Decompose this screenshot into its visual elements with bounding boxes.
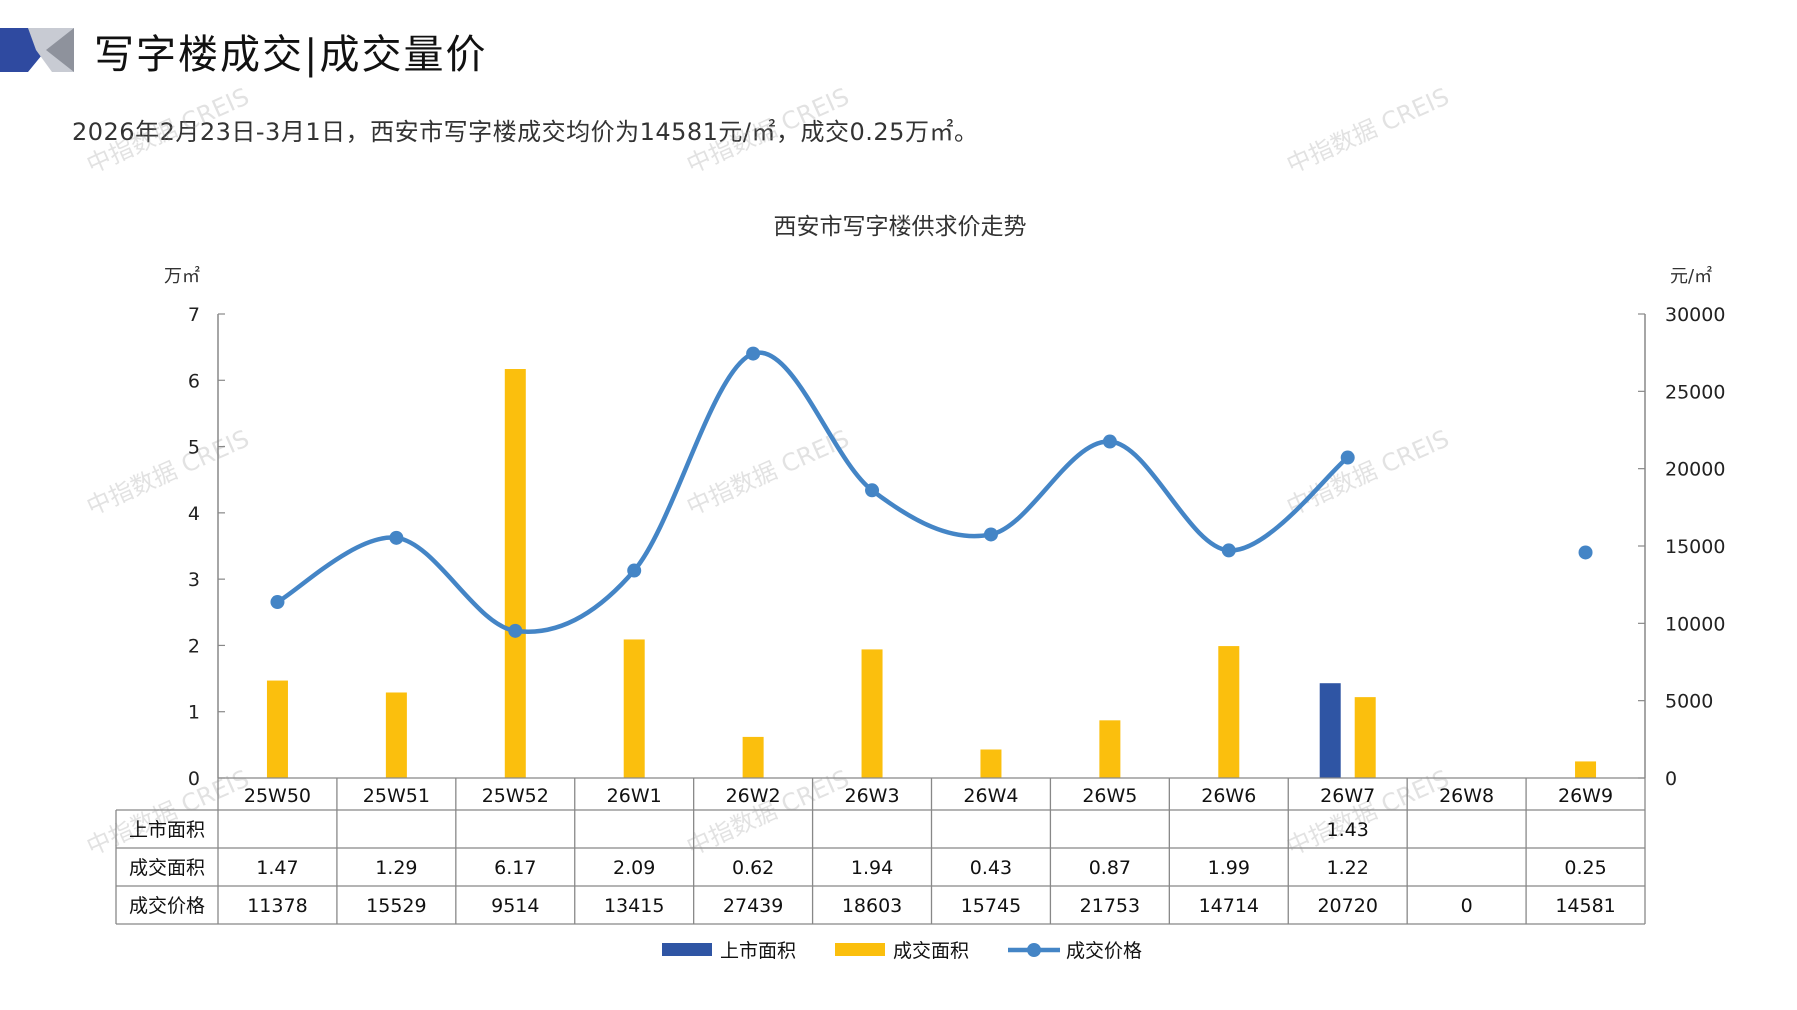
right-axis-tick-label: 30000	[1665, 304, 1725, 326]
table-cell-value: 9514	[491, 895, 539, 917]
right-axis-tick-label: 10000	[1665, 613, 1725, 635]
right-axis-unit: 元/㎡	[1670, 265, 1712, 287]
category-label: 26W8	[1439, 785, 1494, 807]
table-cell-value: 13415	[604, 895, 664, 917]
price-point	[627, 563, 642, 578]
left-axis-tick-label: 4	[188, 503, 200, 525]
left-axis-tick-label: 2	[188, 635, 200, 657]
table-cell-value: 1.47	[256, 857, 298, 879]
table-cell-value: 1.43	[1327, 819, 1369, 841]
deal-area-bar	[742, 736, 764, 778]
table-cell-value: 1.94	[851, 857, 893, 879]
price-point	[865, 483, 880, 498]
table-cell-value: 1.22	[1327, 857, 1369, 879]
deal-area-bar	[1575, 761, 1597, 778]
category-label: 25W52	[482, 785, 549, 807]
price-point	[746, 346, 761, 361]
left-axis-tick-label: 6	[188, 370, 200, 392]
table-cell-value: 0	[1461, 895, 1473, 917]
page-title: 写字楼成交|成交量价	[94, 32, 488, 78]
legend-swatch	[662, 943, 712, 956]
table-cell-value: 15529	[366, 895, 426, 917]
table-cell-value: 0.43	[970, 857, 1012, 879]
summary-text: 2026年2月23日-3月1日，西安市写字楼成交均价为14581元/㎡，成交0.…	[72, 118, 979, 146]
price-point	[1221, 543, 1236, 558]
deal-area-bar	[1354, 697, 1376, 778]
category-label: 26W4	[963, 785, 1018, 807]
deal-area-bar	[623, 639, 645, 778]
legend-label: 成交面积	[893, 940, 969, 962]
category-label: 25W50	[244, 785, 311, 807]
table-cell-value: 0.62	[732, 857, 774, 879]
left-axis-unit: 万㎡	[164, 265, 200, 287]
table-cell-value: 1.29	[375, 857, 417, 879]
price-point	[389, 530, 404, 545]
deal-area-bar	[266, 680, 288, 778]
deal-area-bar	[1218, 646, 1240, 778]
table-cell-value: 14581	[1555, 895, 1615, 917]
price-point	[508, 623, 523, 638]
table-cell-value: 1.99	[1208, 857, 1250, 879]
price-series-line	[275, 350, 1350, 634]
left-axis-tick-label: 5	[188, 437, 200, 459]
deal-area-bar	[861, 649, 883, 778]
category-label: 26W1	[607, 785, 662, 807]
chart-title: 西安市写字楼供求价走势	[774, 214, 1027, 240]
table-cell-value: 2.09	[613, 857, 655, 879]
legend-marker	[1027, 943, 1041, 957]
table-cell-value: 21753	[1080, 895, 1140, 917]
table-cell-value: 18603	[842, 895, 902, 917]
deal-area-bar	[385, 692, 407, 778]
table-cell-value: 0.87	[1089, 857, 1131, 879]
category-label: 26W3	[845, 785, 900, 807]
category-label: 26W7	[1320, 785, 1375, 807]
left-axis-tick-label: 1	[188, 702, 200, 724]
right-axis-tick-label: 25000	[1665, 381, 1725, 403]
price-point	[1578, 545, 1593, 560]
supply-area-bar	[1319, 683, 1341, 778]
table-row-header: 成交价格	[129, 895, 205, 917]
category-label: 25W51	[363, 785, 430, 807]
right-axis-tick-label: 20000	[1665, 459, 1725, 481]
right-axis-tick-label: 5000	[1665, 691, 1713, 713]
right-axis-tick-label: 0	[1665, 768, 1677, 790]
category-label: 26W9	[1558, 785, 1613, 807]
left-axis-tick-label: 3	[188, 569, 200, 591]
table-cell-value: 0.25	[1564, 857, 1606, 879]
table-cell-value: 27439	[723, 895, 783, 917]
price-point	[983, 527, 998, 542]
deal-area-bar	[1099, 720, 1121, 778]
table-cell-value: 11378	[247, 895, 307, 917]
right-axis-tick-label: 15000	[1665, 536, 1725, 558]
category-label: 26W2	[726, 785, 781, 807]
table-row-header: 上市面积	[129, 819, 205, 841]
left-axis-tick-label: 7	[188, 304, 200, 326]
price-point	[270, 595, 285, 610]
table-cell-value: 20720	[1317, 895, 1377, 917]
price-point	[1340, 450, 1355, 465]
table-cell-value: 15745	[961, 895, 1021, 917]
category-label: 26W6	[1201, 785, 1256, 807]
legend-label: 成交价格	[1066, 940, 1142, 962]
table-row-header: 成交面积	[129, 857, 205, 879]
category-label: 26W5	[1082, 785, 1137, 807]
legend-label: 上市面积	[720, 940, 796, 962]
legend-swatch	[835, 943, 885, 956]
deal-area-bar	[980, 749, 1002, 778]
table-cell-value: 14714	[1199, 895, 1259, 917]
deal-area-bar	[504, 369, 526, 778]
header-decoration	[0, 28, 74, 72]
left-axis-tick-label: 0	[188, 768, 200, 790]
table-cell-value: 6.17	[494, 857, 536, 879]
price-point	[1102, 434, 1117, 449]
